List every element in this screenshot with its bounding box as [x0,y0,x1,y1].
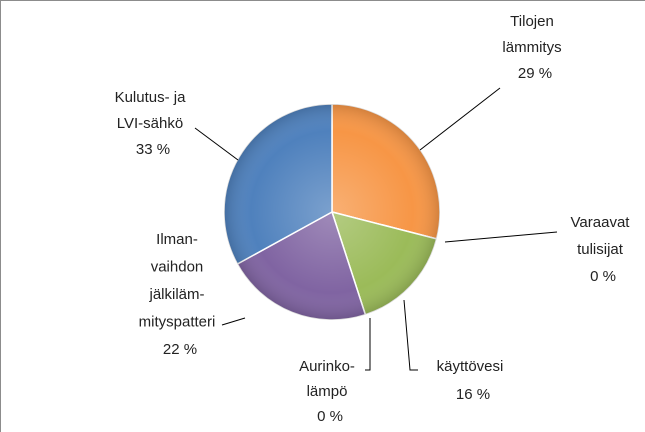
slice-value-label: 29 % [518,65,552,82]
slice-label: Tilojen [510,13,554,30]
slice-label: LVI-sähkö [117,115,183,132]
slice-label: Varaavat [571,214,631,231]
slice-label: tulisijat [577,241,624,258]
slice-value-label: 22 % [163,341,197,358]
slice-value-label: 33 % [136,141,170,158]
slice-label: jälkiläm- [148,286,204,303]
leader-line [365,318,371,371]
leader-line [221,317,246,326]
leader-line [194,127,239,161]
slice-label: lämmitys [502,39,561,56]
slice-value-label: 16 % [456,386,490,403]
slice-label: vaihdon [151,258,204,275]
slice-label: Aurinko- [299,358,355,375]
slice-label: Ilman- [156,231,198,248]
slice-value-label: 0 % [590,268,616,285]
slice-label: mityspatteri [139,313,216,330]
slice-label: lämpö [307,383,348,400]
slice-label: käyttövesi [437,358,504,375]
leader-line [419,87,501,151]
leader-line [444,231,558,243]
slice-value-label: 0 % [317,408,343,425]
leader-line [403,299,418,371]
slice-label: Kulutus- ja [115,89,187,106]
